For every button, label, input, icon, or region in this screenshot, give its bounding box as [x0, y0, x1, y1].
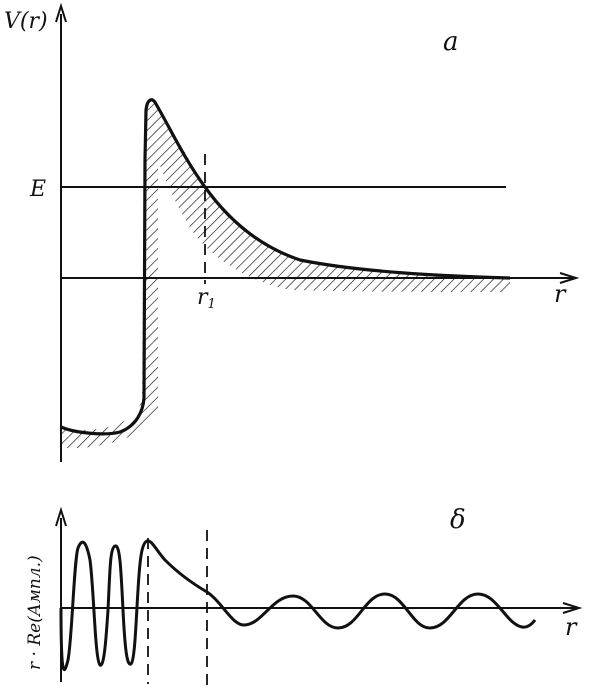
energy-label: E [29, 177, 46, 202]
x-axis-b-arrow-icon [562, 602, 583, 614]
panel-b-letter: δ [450, 505, 466, 535]
potential-curve [60, 98, 511, 436]
panel-a-y-label: V(r) [4, 9, 48, 34]
panel-a-letter: a [443, 27, 459, 57]
panel-b-y-label: r · Re(Ампл.) [25, 555, 45, 670]
y-axis-b-arrow-icon [55, 506, 67, 527]
y-axis-a-arrow-icon [55, 2, 67, 23]
panel-b-x-label: r [565, 613, 578, 641]
panel-a: V(r) a E r1 r [4, 2, 580, 462]
panel-a-x-label: r [554, 280, 567, 308]
x-axis-a-arrow-icon [559, 272, 580, 284]
wavefunction-curve [59, 539, 537, 671]
panel-b: δ r · Re(Ампл.) r [25, 505, 583, 686]
turning-point-label: r1 [197, 285, 216, 312]
